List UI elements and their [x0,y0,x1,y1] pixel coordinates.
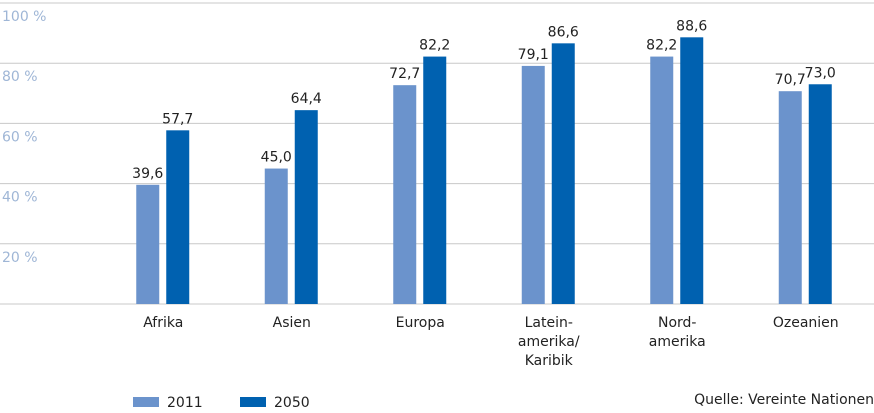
x-tick-label: Nord- amerika [648,315,706,350]
x-tick-label: Latein- amerika/ Karibik [517,315,580,369]
bar [264,168,288,304]
value-label: 73,0 [805,65,836,81]
x-tick-label: Afrika [143,315,184,331]
x-tick-label: Europa [395,315,445,331]
y-tick-label: 20 % [2,250,38,266]
value-label: 82,2 [646,38,677,54]
bar [521,65,545,304]
value-label: 39,6 [132,166,163,182]
x-tick-label: Asien [272,315,311,331]
y-tick-label: 60 % [2,129,38,145]
bar [393,85,417,304]
bar [680,37,704,305]
legend-label: 2011 [167,395,203,411]
y-tick-label: 80 % [2,69,38,85]
legend-swatch [133,397,159,407]
value-label: 82,2 [419,38,450,54]
y-tick-label: 40 % [2,190,38,206]
bar [166,130,190,304]
bar [294,110,318,304]
bar [778,91,802,305]
legend-swatch [240,397,266,407]
value-label: 72,7 [389,66,420,82]
x-tick-label: Ozeanien [772,315,839,331]
bar [136,184,160,304]
value-label: 86,6 [548,24,579,40]
bar [551,43,575,305]
value-label: 88,6 [676,18,707,34]
value-label: 70,7 [775,72,806,88]
legend-label: 2050 [274,395,310,411]
value-label: 57,7 [162,111,193,127]
value-label: 64,4 [291,91,322,107]
bar [650,56,674,304]
value-label: 45,0 [261,150,292,166]
source: Quelle: Vereinte Nationen [694,392,874,408]
value-label: 79,1 [518,47,549,63]
bar [808,84,832,305]
bar [423,56,447,304]
y-tick-label: 100 % [2,9,46,25]
